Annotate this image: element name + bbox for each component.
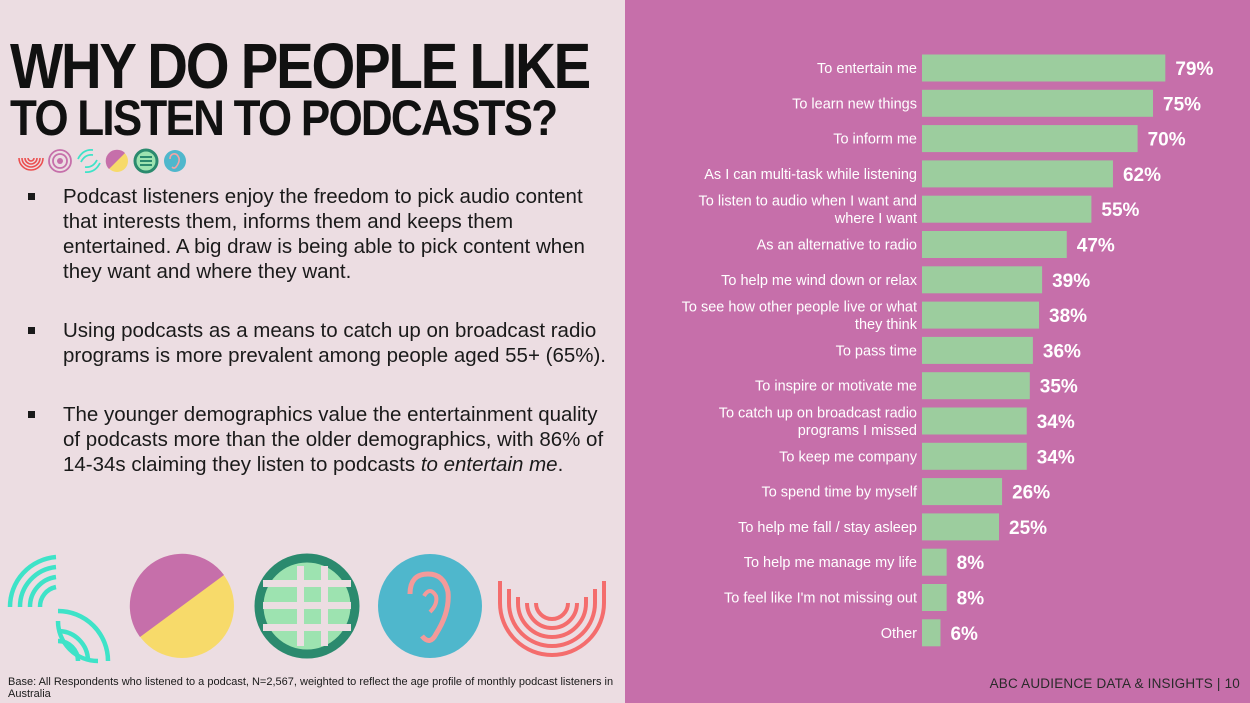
category-label-6: To help me wind down or relax <box>721 273 918 289</box>
bar-10 <box>922 407 1027 435</box>
bar-chart: 79% To entertain me 75% To learn new things… <box>682 54 1213 647</box>
bar-13 <box>922 513 999 541</box>
bar-0 <box>922 54 1166 82</box>
bar-6 <box>922 266 1043 294</box>
value-label-4: 55% <box>1101 200 1139 221</box>
value-label-1: 75% <box>1163 94 1201 115</box>
category-label-0: To entertain me <box>817 61 917 77</box>
value-label-11: 34% <box>1037 447 1075 468</box>
bar-8 <box>922 336 1033 364</box>
target-rings-icon <box>48 149 72 173</box>
bar-15 <box>922 584 947 611</box>
bullet-text: The younger demographics value the enter… <box>63 403 604 476</box>
bar-14 <box>922 548 947 576</box>
bar-11 <box>922 442 1027 470</box>
category-label-12: To spend time by myself <box>761 485 918 501</box>
ear-icon <box>378 554 482 658</box>
bar-16 <box>922 619 941 647</box>
page-title-line-1: WHY DO PEOPLE LIKE <box>10 30 591 102</box>
bar-4 <box>922 195 1092 223</box>
waves-icon <box>77 149 101 173</box>
value-label-13: 25% <box>1009 518 1047 539</box>
base-note: Base: All Respondents who listened to a … <box>8 676 614 700</box>
category-label-13: To help me fall / stay asleep <box>738 520 917 536</box>
pie-half-icon <box>105 149 128 172</box>
value-label-10: 34% <box>1037 412 1075 433</box>
value-label-2: 70% <box>1148 130 1186 151</box>
value-label-16: 6% <box>950 624 978 645</box>
broadcast-arcs-icon <box>498 581 606 657</box>
bar-5 <box>922 231 1067 258</box>
category-label-7: To see how other people live or what they… <box>682 299 918 333</box>
bullet-emphasis: to entertain me <box>420 453 558 476</box>
value-label-6: 39% <box>1052 271 1090 292</box>
bullet-item: The younger demographics value the enter… <box>24 402 619 477</box>
ear-icon <box>164 150 186 172</box>
category-label-1: To learn new things <box>792 96 917 112</box>
category-label-10: To catch up on broadcast radio programs I… <box>719 405 917 439</box>
large-icon-row <box>7 553 606 664</box>
page-title-line-2: TO LISTEN TO PODCASTS? <box>10 90 558 146</box>
value-label-9: 35% <box>1040 377 1078 398</box>
category-label-4: To listen to audio when I want and where … <box>699 193 917 227</box>
bullet-item: Using podcasts as a means to catch up on… <box>24 318 619 368</box>
value-label-0: 79% <box>1175 59 1213 80</box>
category-label-2: To inform me <box>833 132 917 148</box>
category-label-3: As I can multi-task while listening <box>704 167 917 183</box>
value-label-5: 47% <box>1077 236 1115 257</box>
category-label-16: Other <box>881 626 917 642</box>
grid-circle-icon <box>133 148 159 174</box>
bar-9 <box>922 372 1030 400</box>
waves-icon <box>7 554 111 664</box>
pie-half-icon <box>129 553 234 658</box>
left-panel: WHY DO PEOPLE LIKE TO LISTEN TO PODCASTS… <box>0 0 625 703</box>
category-label-11: To keep me company <box>779 449 918 465</box>
category-label-5: As an alternative to radio <box>757 238 917 254</box>
right-panel: 79% To entertain me 75% To learn new things… <box>625 0 1250 703</box>
category-label-14: To help me manage my life <box>744 555 917 571</box>
bullet-list: Podcast listeners enjoy the freedom to p… <box>24 184 619 477</box>
bar-12 <box>922 478 1003 506</box>
value-label-8: 36% <box>1043 341 1081 362</box>
bar-1 <box>922 89 1153 117</box>
footer-credit: ABC AUDIENCE DATA & INSIGHTS | 10 <box>989 676 1240 691</box>
bar-2 <box>922 125 1138 153</box>
bullet-text-end: . <box>557 453 564 476</box>
value-label-15: 8% <box>957 589 985 610</box>
category-label-15: To feel like I'm not missing out <box>724 591 917 607</box>
grid-circle-icon <box>254 553 360 659</box>
value-label-3: 62% <box>1123 165 1161 186</box>
bullet-item: Podcast listeners enjoy the freedom to p… <box>24 184 619 284</box>
small-icon-row <box>18 148 186 174</box>
category-label-9: To inspire or motivate me <box>755 379 917 395</box>
value-label-12: 26% <box>1012 483 1050 504</box>
value-label-7: 38% <box>1049 306 1087 327</box>
value-label-14: 8% <box>957 553 985 574</box>
broadcast-arcs-icon <box>18 157 44 171</box>
category-label-8: To pass time <box>836 343 917 359</box>
bar-7 <box>922 301 1040 329</box>
bar-3 <box>922 160 1113 188</box>
